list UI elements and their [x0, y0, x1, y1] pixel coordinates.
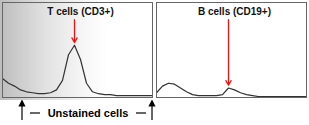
svg-text:B cells (CD19+): B cells (CD19+)	[198, 6, 271, 17]
svg-text:Unstained cells: Unstained cells	[48, 107, 129, 119]
svg-text:T cells (CD3+): T cells (CD3+)	[47, 6, 113, 17]
